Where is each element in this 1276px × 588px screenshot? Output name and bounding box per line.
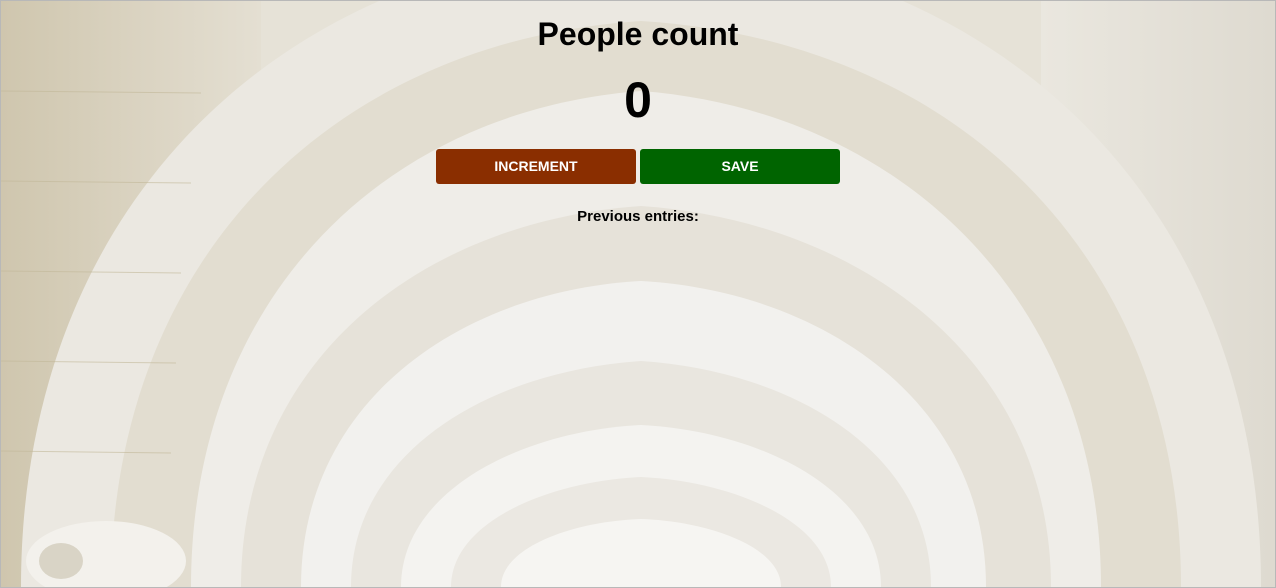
increment-button[interactable]: INCREMENT [436, 149, 636, 184]
page-title: People count [537, 16, 739, 52]
people-count-value: 0 [624, 72, 652, 128]
save-button[interactable]: SAVE [640, 149, 840, 184]
previous-entries-label: Previous entries: [577, 208, 699, 225]
